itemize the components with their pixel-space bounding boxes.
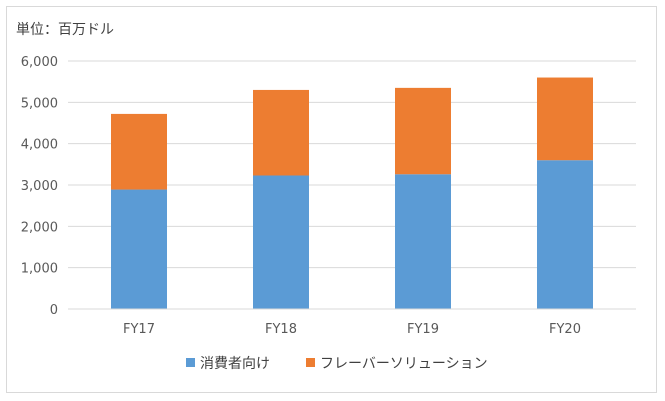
bar-consumer-fy19 [395, 174, 451, 309]
legend-label: フレーバーソリューション [320, 356, 488, 372]
y-tick-label: 3,000 [21, 179, 58, 194]
y-tick-label: 2,000 [21, 220, 58, 235]
x-tick-label: FY20 [549, 322, 581, 337]
y-axis-tick-labels: 0 1,000 2,000 3,000 4,000 5,000 6,000 [21, 55, 58, 318]
bar-flavor-solutions-fy19 [395, 87, 451, 175]
x-tick-label: FY18 [265, 322, 297, 337]
bar-consumer-fy20 [537, 160, 593, 309]
legend: 消費者向け フレーバーソリューション [186, 356, 488, 372]
bar-flavor-solutions-fy18 [253, 89, 309, 176]
legend-swatch [186, 358, 195, 367]
legend-swatch [306, 358, 315, 367]
y-tick-label: 6,000 [21, 55, 58, 70]
x-tick-label: FY19 [407, 322, 439, 337]
bar-consumer-fy18 [253, 175, 309, 309]
y-tick-label: 4,000 [21, 138, 58, 153]
bars [111, 77, 593, 309]
y-tick-label: 0 [50, 303, 58, 318]
bar-flavor-solutions-fy20 [537, 77, 593, 161]
bar-consumer-fy17 [111, 189, 167, 309]
x-tick-label: FY17 [123, 322, 155, 337]
unit-label: 単位：百万ドル [16, 22, 114, 38]
legend-label: 消費者向け [200, 356, 270, 372]
bar-flavor-solutions-fy17 [111, 113, 167, 190]
y-tick-label: 5,000 [21, 96, 58, 111]
x-axis-tick-labels: FY17 FY18 FY19 FY20 [123, 322, 581, 337]
y-tick-label: 1,000 [21, 262, 58, 277]
